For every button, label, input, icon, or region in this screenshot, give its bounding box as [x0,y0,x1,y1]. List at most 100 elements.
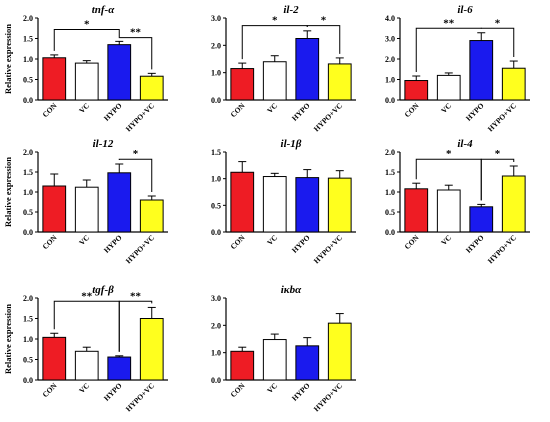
y-tick-label: 1.0 [23,188,33,197]
bar-hypo [107,172,132,233]
panel-1: il-2 0.0 1.0 2.0 3.0 CON VC HYPO HYPO+VC * * [211,4,356,133]
significance-label: * [133,148,139,160]
bar-con [42,336,67,381]
y-tick-label: 1.5 [23,168,33,177]
x-tick-label: CON [229,381,248,400]
x-tick-label: HYPO+VC [486,101,518,133]
chart-title: il-2 [283,4,299,16]
y-tick-label: 0.5 [23,76,33,85]
y-tick-label: 2.0 [23,148,33,157]
significance-bracket [306,25,341,54]
y-tick-label: 2.0 [385,55,395,64]
y-tick-label: 2.0 [211,41,221,50]
significance-label: * [495,17,501,29]
y-tick-label: 3.0 [385,35,395,44]
bar-vc [262,61,287,101]
x-tick-label: HYPO [464,101,486,123]
x-tick-label: HYPO [290,381,312,403]
bar-hypo [469,206,494,233]
bar-hypo [107,44,132,101]
significance-bracket [480,27,515,58]
bar-con [230,68,255,101]
bar-hypo-vc [327,63,352,101]
chart-title: tnf-α [92,4,116,16]
bar-con [230,171,255,233]
y-tick-label: 1.0 [211,69,221,78]
significance-bracket [480,158,515,201]
panel-7: iκbα 0.0 1.0 2.0 3.0 CON VC HYPO HYPO+VC [211,284,356,413]
significance-label: * [272,15,278,27]
x-tick-label: VC [265,101,279,115]
bar-hypo [295,177,320,233]
y-tick-label: 2.0 [211,321,221,330]
x-tick-label: HYPO [290,101,312,123]
bar-vc [74,350,99,381]
x-tick-label: HYPO+VC [486,233,518,265]
x-tick-label: HYPO [464,233,486,255]
bar-con [404,188,429,233]
x-tick-label: HYPO+VC [124,101,156,133]
chart-title: il-4 [457,138,473,150]
panel-6: tgf-β Relative expression 0.0 0.5 1.0 1.5 2.0 C… [3,284,168,413]
significance-bracket [118,300,153,352]
bar-vc [74,62,99,101]
significance-bracket [53,28,120,51]
bar-vc [262,176,287,233]
x-tick-label: CON [229,101,248,120]
x-tick-label: VC [265,233,279,247]
bar-hypo-vc [327,322,352,381]
x-tick-label: VC [77,101,91,115]
significance-label: ** [443,17,455,29]
x-tick-label: CON [403,233,422,252]
y-tick-label: 1.5 [23,35,33,44]
bar-hypo-vc [139,199,164,233]
bar-con [42,57,67,101]
y-tick-label: 1.0 [211,175,221,184]
x-tick-label: CON [41,101,60,120]
y-tick-label: 0.5 [23,356,33,365]
x-tick-label: CON [403,101,422,120]
y-tick-label: 3.0 [211,14,221,23]
x-tick-label: VC [439,233,453,247]
significance-label: * [446,148,452,160]
bar-con [230,350,255,381]
y-tick-label: 0.0 [211,228,221,237]
y-tick-label: 0.5 [385,208,395,217]
y-axis-label: Relative expression [3,157,13,227]
y-tick-label: 2.0 [23,14,33,23]
x-tick-label: VC [77,233,91,247]
panel-3: il-12 Relative expression 0.0 0.5 1.0 1.5 2.0 C… [3,138,168,265]
y-axis-label: Relative expression [3,304,13,374]
x-tick-label: HYPO [290,233,312,255]
y-tick-label: 0.0 [211,96,221,105]
y-tick-label: 0.5 [23,208,33,217]
y-tick-label: 0.0 [385,96,395,105]
chart-title: tgf-β [92,284,114,296]
y-tick-label: 0.0 [23,96,33,105]
significance-label: * [84,18,90,30]
bar-vc [436,189,461,233]
x-tick-label: HYPO [102,233,124,255]
bar-hypo-vc [501,67,526,101]
x-tick-label: HYPO+VC [312,233,344,265]
x-tick-label: VC [77,381,91,395]
x-tick-label: CON [229,233,248,252]
x-tick-label: CON [41,233,60,252]
significance-bracket [118,158,153,192]
x-tick-label: VC [265,381,279,395]
x-tick-label: HYPO+VC [124,233,156,265]
bar-hypo [295,345,320,381]
bar-hypo [107,356,132,381]
panel-0: tnf-α Relative expression 0.0 0.5 1.0 1.5 2.0 C… [3,4,168,133]
y-tick-label: 1.0 [23,335,33,344]
x-tick-label: HYPO [102,101,124,123]
bar-hypo-vc [139,75,164,101]
x-tick-label: HYPO+VC [312,381,344,413]
bar-vc [262,339,287,381]
y-axis-label: Relative expression [3,24,13,94]
bar-con [404,80,429,101]
y-tick-label: 0.0 [385,228,395,237]
y-tick-label: 0.0 [211,376,221,385]
